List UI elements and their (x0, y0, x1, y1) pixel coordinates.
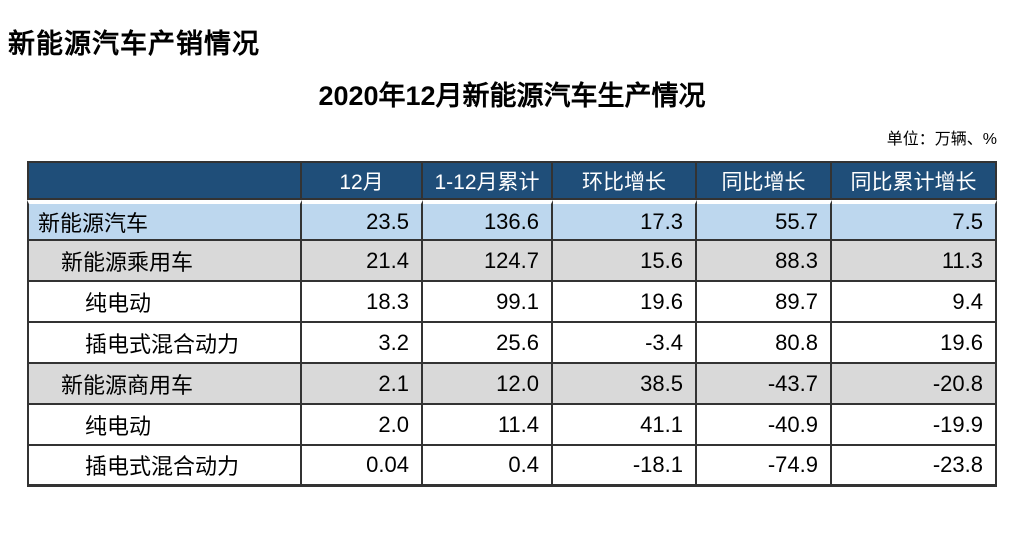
table-header-row: 12月 1-12月累计 环比增长 同比增长 同比累计增长 (27, 161, 997, 200)
table-row: 纯电动 2.0 11.4 41.1 -40.9 -19.9 (27, 405, 997, 446)
cell-value: 12.0 (423, 364, 553, 405)
column-header-0 (27, 161, 302, 200)
row-label: 纯电动 (27, 282, 302, 323)
cell-value: 89.7 (697, 282, 832, 323)
cell-value: -20.8 (832, 364, 997, 405)
cell-value: 136.6 (423, 200, 553, 241)
table-row: 插电式混合动力 3.2 25.6 -3.4 80.8 19.6 (27, 323, 997, 364)
cell-value: 19.6 (553, 282, 697, 323)
column-header-5: 同比累计增长 (832, 161, 997, 200)
cell-value: -18.1 (553, 446, 697, 487)
row-label: 新能源汽车 (27, 200, 302, 241)
page-title: 新能源汽车产销情况 (8, 29, 260, 59)
cell-value: 80.8 (697, 323, 832, 364)
cell-value: 99.1 (423, 282, 553, 323)
cell-value: 0.04 (302, 446, 423, 487)
cell-value: 2.0 (302, 405, 423, 446)
cell-value: 11.3 (832, 241, 997, 282)
cell-value: 3.2 (302, 323, 423, 364)
cell-value: -40.9 (697, 405, 832, 446)
table-title: 2020年12月新能源汽车生产情况 (318, 81, 706, 111)
cell-value: 18.3 (302, 282, 423, 323)
cell-value: 25.6 (423, 323, 553, 364)
column-header-3: 环比增长 (553, 161, 697, 200)
cell-value: 41.1 (553, 405, 697, 446)
cell-value: 19.6 (832, 323, 997, 364)
column-header-1: 12月 (302, 161, 423, 200)
cell-value: -43.7 (697, 364, 832, 405)
cell-value: -3.4 (553, 323, 697, 364)
cell-value: -19.9 (832, 405, 997, 446)
cell-value: 7.5 (832, 200, 997, 241)
table-row: 新能源汽车 23.5 136.6 17.3 55.7 7.5 (27, 200, 997, 241)
cell-value: 9.4 (832, 282, 997, 323)
cell-value: 2.1 (302, 364, 423, 405)
cell-value: 23.5 (302, 200, 423, 241)
cell-value: 124.7 (423, 241, 553, 282)
cell-value: 55.7 (697, 200, 832, 241)
column-header-4: 同比增长 (697, 161, 832, 200)
cell-value: -23.8 (832, 446, 997, 487)
cell-value: -74.9 (697, 446, 832, 487)
row-label: 新能源乘用车 (27, 241, 302, 282)
cell-value: 88.3 (697, 241, 832, 282)
row-label: 纯电动 (27, 405, 302, 446)
cell-value: 21.4 (302, 241, 423, 282)
cell-value: 38.5 (553, 364, 697, 405)
cell-value: 0.4 (423, 446, 553, 487)
table-row: 新能源商用车 2.1 12.0 38.5 -43.7 -20.8 (27, 364, 997, 405)
cell-value: 15.6 (553, 241, 697, 282)
unit-note: 单位：万辆、% (886, 131, 997, 148)
cell-value: 17.3 (553, 200, 697, 241)
row-label: 新能源商用车 (27, 364, 302, 405)
table-row: 插电式混合动力 0.04 0.4 -18.1 -74.9 -23.8 (27, 446, 997, 487)
table-row: 纯电动 18.3 99.1 19.6 89.7 9.4 (27, 282, 997, 323)
column-header-2: 1-12月累计 (423, 161, 553, 200)
row-label: 插电式混合动力 (27, 323, 302, 364)
production-table: 12月 1-12月累计 环比增长 同比增长 同比累计增长 新能源汽车 23.5 136.6 1… (27, 161, 997, 487)
table-row: 新能源乘用车 21.4 124.7 15.6 88.3 11.3 (27, 241, 997, 282)
row-label: 插电式混合动力 (27, 446, 302, 487)
cell-value: 11.4 (423, 405, 553, 446)
